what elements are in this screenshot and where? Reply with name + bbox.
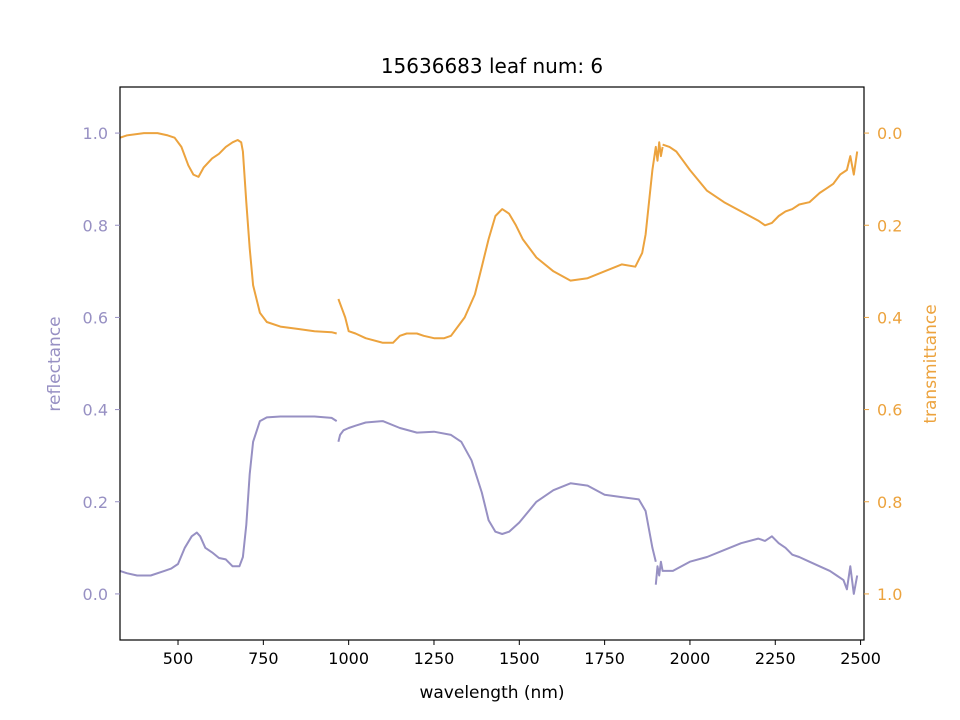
- chart-title: 15636683 leaf num: 6: [381, 54, 603, 78]
- x-tick-label: 750: [248, 649, 279, 668]
- x-tick-label: 2500: [840, 649, 881, 668]
- right-y-tick-label: 0.8: [877, 493, 902, 512]
- left-y-axis-label: reflectance: [45, 316, 65, 411]
- x-tick-label: 1750: [584, 649, 625, 668]
- transmittance-line-4: [337, 141, 664, 344]
- x-tick-label: 2000: [670, 649, 711, 668]
- reflectance-line-0: [119, 415, 338, 577]
- right-y-axis: 0.0 0.2 0.4 0.6 0.8 1.0: [864, 124, 902, 604]
- left-y-tick-label: 0.6: [83, 308, 108, 327]
- reflectance-line-1: [337, 420, 657, 562]
- transmittance-line-3: [119, 132, 337, 335]
- transmittance-line-5: [662, 143, 859, 227]
- x-axis-label: wavelength (nm): [419, 683, 564, 703]
- right-y-tick-label: 0.6: [877, 401, 902, 420]
- x-tick-label: 1250: [414, 649, 455, 668]
- right-y-tick-label: 0.2: [877, 216, 902, 235]
- left-y-tick-label: 0.0: [83, 585, 108, 604]
- x-tick-label: 1000: [328, 649, 369, 668]
- series-layer: [119, 132, 859, 595]
- right-y-tick-label: 0.4: [877, 308, 902, 327]
- right-y-axis-label: transmittance: [921, 304, 941, 423]
- right-y-tick-label: 0.0: [877, 124, 902, 143]
- x-axis: 500 750 1000 1250 1500 1750 2000 2250 2500: [163, 640, 881, 668]
- reflectance-line-2: [654, 535, 859, 595]
- plot-frame: [119, 86, 865, 641]
- left-y-axis: 0.0 0.2 0.4 0.6 0.8 1.0: [83, 124, 120, 604]
- left-y-tick-label: 0.8: [83, 216, 108, 235]
- left-y-tick-label: 0.2: [83, 493, 108, 512]
- x-tick-label: 1500: [499, 649, 540, 668]
- x-tick-label: 2250: [755, 649, 796, 668]
- left-y-tick-label: 0.4: [83, 401, 108, 420]
- left-y-tick-label: 1.0: [83, 124, 108, 143]
- x-tick-label: 500: [163, 649, 194, 668]
- right-y-tick-label: 1.0: [877, 585, 902, 604]
